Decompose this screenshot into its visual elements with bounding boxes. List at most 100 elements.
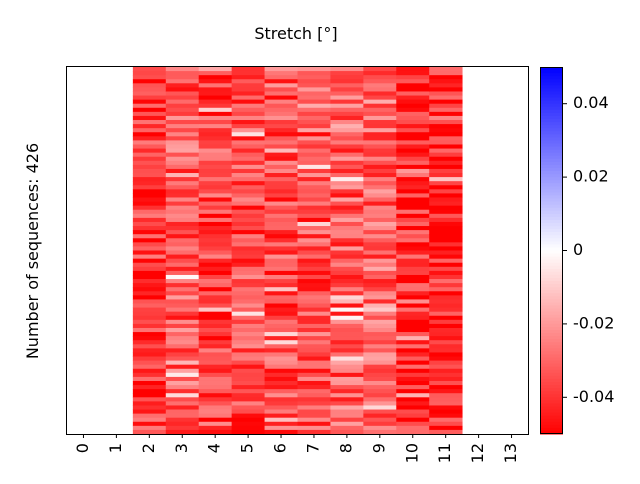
heatmap-cell bbox=[264, 246, 298, 251]
heatmap-cell bbox=[363, 291, 397, 296]
heatmap-cell bbox=[297, 230, 331, 235]
heatmap-cell bbox=[363, 429, 397, 435]
heatmap-cell bbox=[429, 262, 463, 268]
heatmap-cell bbox=[363, 340, 397, 345]
colorbar-segment bbox=[540, 424, 563, 429]
colorbar-segment bbox=[540, 271, 563, 276]
heatmap-cell bbox=[363, 185, 397, 190]
colorbar-segment bbox=[540, 299, 563, 303]
heatmap-cell bbox=[198, 429, 233, 435]
heatmap-cell bbox=[132, 274, 167, 280]
colorbar-segment bbox=[540, 201, 563, 206]
heatmap-cell bbox=[132, 250, 167, 255]
heatmap-cell bbox=[132, 87, 167, 92]
heatmap-cell bbox=[165, 397, 200, 402]
heatmap-cell bbox=[396, 393, 430, 398]
heatmap-cell bbox=[363, 393, 397, 398]
heatmap-cell bbox=[132, 352, 167, 357]
heatmap-cell bbox=[363, 405, 397, 410]
heatmap-cell bbox=[363, 246, 397, 251]
heatmap-cell bbox=[165, 197, 200, 202]
heatmap-cell bbox=[231, 168, 265, 174]
heatmap-cell bbox=[396, 71, 430, 76]
heatmap-cell bbox=[396, 193, 430, 198]
heatmap-cell bbox=[297, 87, 331, 92]
heatmap-cell bbox=[396, 107, 430, 113]
heatmap-cell bbox=[198, 254, 233, 260]
heatmap-cell bbox=[198, 352, 233, 357]
heatmap-cell bbox=[264, 266, 298, 272]
heatmap-cell bbox=[330, 140, 364, 145]
heatmap-cell bbox=[396, 323, 430, 329]
heatmap-cell bbox=[429, 283, 463, 288]
colorbar-segment bbox=[540, 143, 563, 148]
heatmap-cell bbox=[363, 140, 397, 145]
heatmap-cell bbox=[330, 111, 364, 117]
heatmap-cell bbox=[165, 421, 200, 427]
heatmap-cell bbox=[198, 177, 233, 182]
heatmap-cell bbox=[330, 303, 364, 308]
heatmap-cell bbox=[231, 348, 265, 353]
heatmap-cell bbox=[396, 238, 430, 243]
colorbar-segment bbox=[540, 226, 563, 230]
heatmap-cell bbox=[198, 364, 233, 370]
heatmap-cell bbox=[297, 274, 331, 280]
heatmap-cell bbox=[231, 201, 265, 207]
heatmap-cell bbox=[429, 352, 463, 357]
heatmap-cell bbox=[165, 380, 200, 386]
heatmap-cell bbox=[198, 107, 233, 113]
heatmap-cell bbox=[396, 246, 430, 251]
heatmap-cell bbox=[429, 315, 463, 321]
heatmap-cell bbox=[264, 368, 298, 374]
heatmap-cell bbox=[363, 389, 397, 394]
colorbar-segment bbox=[540, 164, 563, 169]
heatmap-cell bbox=[231, 360, 265, 366]
colorbar-segment bbox=[540, 427, 563, 432]
heatmap-cell bbox=[132, 413, 167, 419]
heatmap-cell bbox=[231, 421, 265, 427]
heatmap-cell bbox=[264, 91, 298, 96]
heatmap-cell bbox=[429, 254, 463, 260]
heatmap-cell bbox=[429, 413, 463, 419]
heatmap-cell bbox=[264, 67, 298, 72]
heatmap-cell bbox=[396, 99, 430, 105]
heatmap-cell bbox=[330, 230, 364, 235]
heatmap-cell bbox=[396, 385, 430, 390]
heatmap-cell bbox=[297, 181, 331, 186]
heatmap-cell bbox=[132, 262, 167, 268]
heatmap-cell bbox=[198, 140, 233, 145]
heatmap-cell bbox=[297, 160, 331, 166]
colorbar-segment bbox=[540, 287, 563, 291]
colorbar-segment bbox=[540, 79, 563, 83]
heatmap-cell bbox=[330, 173, 364, 178]
heatmap-cell bbox=[363, 344, 397, 349]
heatmap-cell bbox=[429, 385, 463, 390]
heatmap-cell bbox=[231, 291, 265, 296]
heatmap-cell bbox=[132, 311, 167, 317]
heatmap-cell bbox=[231, 185, 265, 190]
heatmap-cell bbox=[198, 128, 233, 133]
heatmap-cell bbox=[165, 352, 200, 357]
x-tick-label: 4 bbox=[205, 443, 224, 453]
heatmap-cell bbox=[198, 385, 233, 390]
heatmap-cell bbox=[198, 238, 233, 243]
heatmap-cell bbox=[330, 250, 364, 255]
heatmap-cell bbox=[363, 417, 397, 423]
heatmap-cell bbox=[396, 136, 430, 141]
heatmap-cell bbox=[330, 380, 364, 386]
heatmap-cell bbox=[429, 270, 463, 276]
heatmap-cell bbox=[132, 421, 167, 427]
heatmap-cell bbox=[264, 385, 298, 390]
heatmap-cell bbox=[363, 299, 397, 304]
heatmap-cell bbox=[363, 327, 397, 333]
heatmap-cell bbox=[297, 152, 331, 158]
colorbar-segment bbox=[540, 67, 563, 71]
heatmap-cell bbox=[297, 221, 331, 227]
heatmap-cell bbox=[396, 103, 430, 109]
heatmap-cell bbox=[396, 148, 430, 154]
heatmap-cell bbox=[363, 283, 397, 288]
heatmap-cell bbox=[132, 99, 167, 105]
heatmap-cell bbox=[132, 95, 167, 101]
heatmap-cell bbox=[132, 132, 167, 137]
colorbar-segment bbox=[540, 259, 563, 264]
